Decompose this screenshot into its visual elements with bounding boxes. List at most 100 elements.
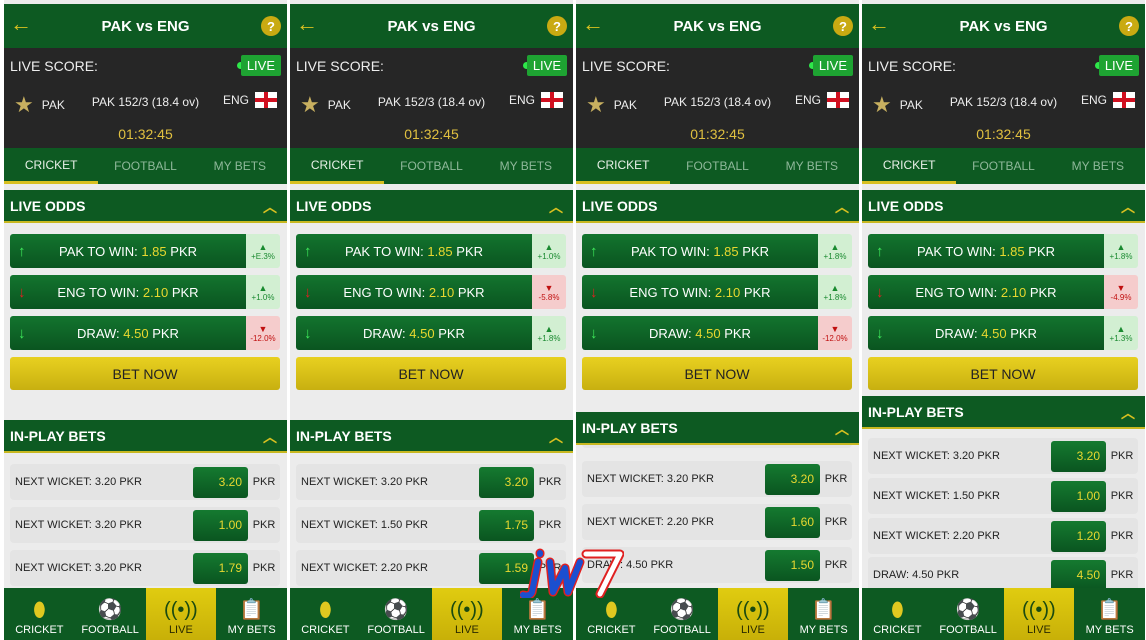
sport-tabs: CRICKET FOOTBALL MY BETS xyxy=(290,148,573,184)
bet-now-button[interactable]: BET NOW xyxy=(296,357,566,390)
bet-now-button[interactable]: BET NOW xyxy=(582,357,852,390)
bet-odds-button[interactable]: 4.50 xyxy=(1051,559,1106,591)
odds-change: ▼ -12.0% xyxy=(818,316,852,350)
cricket-ball-icon: ⬮ xyxy=(891,599,904,621)
tab-my-bets[interactable]: MY BETS xyxy=(1071,159,1125,173)
back-arrow-icon[interactable]: ← xyxy=(296,11,318,36)
inplay-bets-header[interactable]: IN-PLAY BETS ︿ xyxy=(4,420,287,453)
tab-cricket[interactable]: CRICKET xyxy=(4,148,99,184)
bet-label: NEXT WICKET: 2.20 PKR xyxy=(301,562,428,574)
chevron-up-icon[interactable]: ︿ xyxy=(549,429,563,445)
odds-button[interactable]: ↑ PAK TO WIN: 1.85 PKR ▲ +1.8% xyxy=(582,234,852,268)
chevron-up-icon[interactable]: ︿ xyxy=(263,429,277,445)
chevron-up-icon[interactable]: ︿ xyxy=(1121,405,1135,421)
bet-now-button[interactable]: BET NOW xyxy=(868,357,1138,390)
odds-button[interactable]: ↓ DRAW: 4.50 PKR ▼ -12.0% xyxy=(582,316,852,350)
tab-cricket[interactable]: CRICKET xyxy=(576,148,671,184)
nav-football[interactable]: ⚽ FOOTBALL xyxy=(933,588,1004,640)
bet-odds-button[interactable]: 3.20 xyxy=(193,466,248,498)
bet-odds-button[interactable]: 1.50 xyxy=(765,549,820,581)
odds-button[interactable]: ↓ ENG TO WIN: 2.10 PKR ▼ -4.9% xyxy=(868,275,1138,309)
tab-my-bets[interactable]: MY BETS xyxy=(499,159,553,173)
tab-my-bets[interactable]: MY BETS xyxy=(785,159,839,173)
tab-my-bets[interactable]: MY BETS xyxy=(213,159,267,173)
chevron-up-icon[interactable]: ︿ xyxy=(835,421,849,437)
inplay-bets-header[interactable]: IN-PLAY BETS ︿ xyxy=(290,420,573,453)
bet-odds-button[interactable]: 3.20 xyxy=(1051,440,1106,472)
odds-button[interactable]: ↓ DRAW: 4.50 PKR ▲ +1.3% xyxy=(868,316,1138,350)
bet-odds-button[interactable]: 3.20 xyxy=(479,466,534,498)
score-text: PAK 152/3 (18.4 ov) xyxy=(949,95,1058,109)
nav-cricket[interactable]: ⬮ CRICKET xyxy=(862,588,933,640)
tab-cricket[interactable]: CRICKET xyxy=(862,148,957,184)
nav-cricket[interactable]: ⬮ CRICKET xyxy=(576,588,647,640)
bet-label: NEXT WICKET: 3.20 PKR xyxy=(301,476,428,488)
odds-button[interactable]: ↓ ENG TO WIN: 2.10 PKR ▲ +1.8% xyxy=(582,275,852,309)
inplay-bet-row: NEXT WICKET: 3.20 PKR 3.20 PKR xyxy=(582,461,852,497)
nav-my-bets[interactable]: 📋 MY BETS xyxy=(788,588,859,640)
odds-button[interactable]: ↓ DRAW: 4.50 PKR ▲ +1.8% xyxy=(296,316,566,350)
match-timer: 01:32:45 xyxy=(118,126,173,142)
nav-live[interactable]: ((•)) LIVE xyxy=(145,588,217,640)
nav-football[interactable]: ⚽ FOOTBALL xyxy=(647,588,718,640)
back-arrow-icon[interactable]: ← xyxy=(868,11,890,36)
team1-name: PAK xyxy=(327,98,351,112)
live-score-panel: LIVE SCORE: LIVE ★ PAK PAK 152/3 (18.4 ov… xyxy=(576,48,859,148)
bet-odds-button[interactable]: 1.75 xyxy=(479,509,534,541)
live-odds-header[interactable]: LIVE ODDS ︿ xyxy=(576,190,859,223)
back-arrow-icon[interactable]: ← xyxy=(582,11,604,36)
section-title: IN-PLAY BETS xyxy=(10,427,106,444)
live-odds-header[interactable]: LIVE ODDS ︿ xyxy=(862,190,1145,223)
help-icon[interactable]: ? xyxy=(833,16,853,36)
chevron-up-icon[interactable]: ︿ xyxy=(263,199,277,215)
tab-football[interactable]: FOOTBALL xyxy=(686,159,749,173)
odds-button[interactable]: ↓ DRAW: 4.50 PKR ▼ -12.0% xyxy=(10,316,280,350)
help-icon[interactable]: ? xyxy=(547,16,567,36)
bet-odds-button[interactable]: 1.00 xyxy=(193,509,248,541)
bet-odds-button[interactable]: 1.60 xyxy=(765,506,820,538)
nav-my-bets[interactable]: 📋 MY BETS xyxy=(502,588,573,640)
bet-odds-button[interactable]: 1.00 xyxy=(1051,480,1106,512)
live-odds-header[interactable]: LIVE ODDS ︿ xyxy=(4,190,287,223)
chevron-up-icon[interactable]: ︿ xyxy=(549,199,563,215)
nav-live[interactable]: ((•)) LIVE xyxy=(1003,588,1075,640)
nav-my-bets[interactable]: 📋 MY BETS xyxy=(1074,588,1145,640)
team2-name: ENG xyxy=(508,93,535,107)
nav-my-bets[interactable]: 📋 MY BETS xyxy=(216,588,287,640)
help-icon[interactable]: ? xyxy=(261,16,281,36)
bet-now-button[interactable]: BET NOW xyxy=(10,357,280,390)
tab-football[interactable]: FOOTBALL xyxy=(400,159,463,173)
team1-name: PAK xyxy=(41,98,65,112)
tab-football[interactable]: FOOTBALL xyxy=(972,159,1035,173)
tab-cricket[interactable]: CRICKET xyxy=(290,148,385,184)
inplay-bets-header[interactable]: IN-PLAY BETS ︿ xyxy=(576,412,859,445)
bet-odds-button[interactable]: 3.20 xyxy=(765,463,820,495)
help-icon[interactable]: ? xyxy=(1119,16,1139,36)
live-odds-header[interactable]: LIVE ODDS ︿ xyxy=(290,190,573,223)
live-score-label: LIVE SCORE: xyxy=(868,58,956,74)
odds-button[interactable]: ↑ PAK TO WIN: 1.85 PKR ▲ +E.3% xyxy=(10,234,280,268)
score-text: PAK 152/3 (18.4 ov) xyxy=(377,95,486,109)
back-arrow-icon[interactable]: ← xyxy=(10,11,32,36)
odds-button[interactable]: ↓ ENG TO WIN: 2.10 PKR ▼ -5.8% xyxy=(296,275,566,309)
live-score-panel: LIVE SCORE: LIVE ★ PAK PAK 152/3 (18.4 ov… xyxy=(4,48,287,148)
football-icon: ⚽ xyxy=(383,599,409,621)
tab-football[interactable]: FOOTBALL xyxy=(114,159,177,173)
nav-live[interactable]: ((•)) LIVE xyxy=(717,588,789,640)
nav-football[interactable]: ⚽ FOOTBALL xyxy=(361,588,432,640)
nav-football[interactable]: ⚽ FOOTBALL xyxy=(75,588,146,640)
nav-cricket[interactable]: ⬮ CRICKET xyxy=(4,588,75,640)
nav-cricket[interactable]: ⬮ CRICKET xyxy=(290,588,361,640)
odds-change: ▲ +1.8% xyxy=(1104,234,1138,268)
inplay-bets-header[interactable]: IN-PLAY BETS ︿ xyxy=(862,396,1145,429)
chevron-up-icon[interactable]: ︿ xyxy=(1121,199,1135,215)
chevron-up-icon[interactable]: ︿ xyxy=(835,199,849,215)
nav-live[interactable]: ((•)) LIVE xyxy=(431,588,503,640)
odds-button[interactable]: ↓ ENG TO WIN: 2.10 PKR ▲ +1.0% xyxy=(10,275,280,309)
odds-button[interactable]: ↑ PAK TO WIN: 1.85 PKR ▲ +1.8% xyxy=(868,234,1138,268)
odds-button[interactable]: ↑ PAK TO WIN: 1.85 PKR ▲ +1.0% xyxy=(296,234,566,268)
bet-odds-button[interactable]: 1.20 xyxy=(1051,520,1106,552)
bet-odds-button[interactable]: 1.79 xyxy=(193,552,248,584)
bet-odds-button[interactable]: 1.59 xyxy=(479,552,534,584)
pakistan-star-icon: ★ xyxy=(14,92,34,117)
